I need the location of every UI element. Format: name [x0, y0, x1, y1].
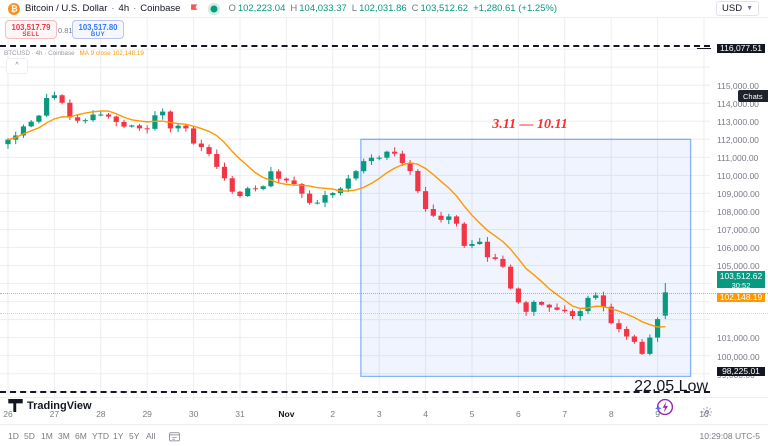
svg-text:₿: ₿ — [11, 3, 18, 13]
